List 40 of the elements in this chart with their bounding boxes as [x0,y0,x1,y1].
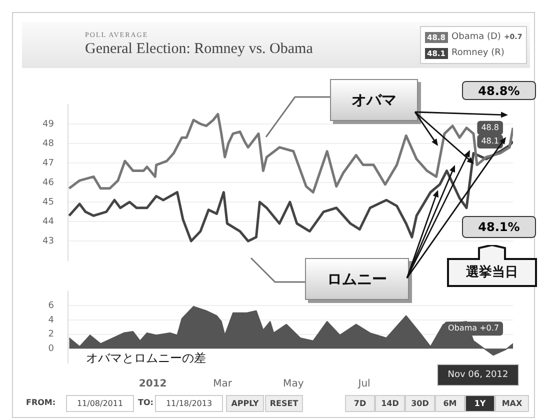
annotation: オバマとロムニーの差 [85,350,206,367]
text: 14D [375,395,405,412]
y-tick-label: 44 [42,216,54,227]
text: 11/08/2011 [66,395,134,412]
text: 1Y [465,395,495,412]
text: ロムニー [305,258,409,300]
text: 48.8% [462,81,536,100]
x-tick-label: Jul [357,378,370,390]
annotation: 48.8 [481,122,499,132]
y-tick-label: 43 [42,236,54,246]
legend-label: Obama (D) [452,32,501,42]
x-tick-label: 2012 [138,378,167,390]
y-tick-label: 45 [42,197,54,208]
up-arrow-sign: 選挙当日 [447,245,537,287]
annotation: オバマ [330,79,418,121]
y-tick-label: 49 [42,119,54,130]
annotation: Obama +0.7 [448,324,500,333]
legend-label: Romney (R) [452,48,504,58]
text: 7D [345,395,375,412]
x-tick-label: May [283,378,304,390]
text: TO: [138,398,154,407]
annotation: 48.1 [481,136,499,146]
text: FROM: [26,398,56,407]
y-tick-label: 4 [48,315,54,326]
text: 30D [405,395,435,412]
text: MAX [495,395,529,412]
y-tick-label: 47 [42,158,54,168]
y-tick-label: 2 [48,330,54,340]
y-tick-label: 46 [42,178,54,188]
annotation: 48.1% [462,216,536,238]
chart-title: General Election: Romney vs. Obama [85,41,313,58]
text: 6M [435,395,465,412]
text: APPLY [226,395,264,412]
y-tick-label: 0 [48,344,54,354]
y-tick-label: 48 [42,138,54,149]
text: RESET [265,395,303,412]
text: Nov 06, 2012 [437,364,519,386]
x-tick-label: Mar [213,378,233,390]
text: 11/18/2013 [155,395,223,412]
y-tick-label: 6 [48,301,54,312]
